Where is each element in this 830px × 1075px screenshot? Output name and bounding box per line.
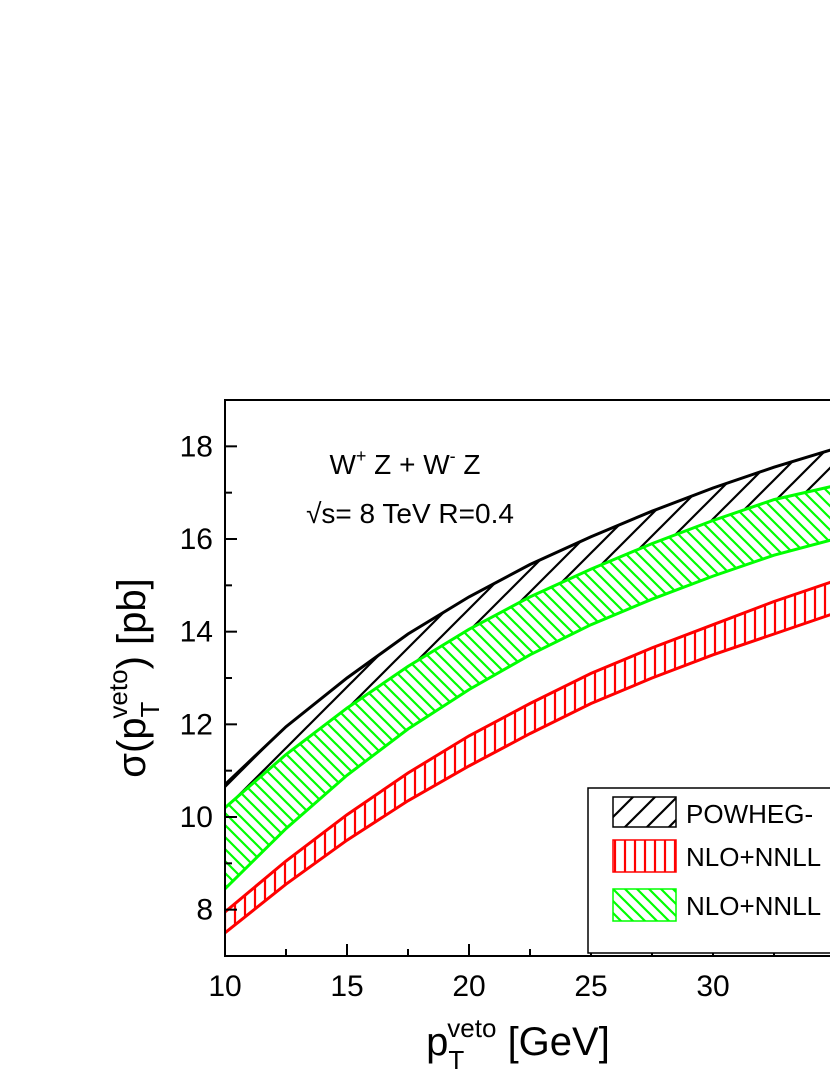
x-tick-label: 15 <box>330 970 363 1003</box>
legend-swatch-powheg <box>612 796 677 828</box>
x-tick-label: 25 <box>574 970 607 1003</box>
legend: POWHEG- NLO+NNLL NLO+NNLL <box>587 787 830 954</box>
band-nlo-nnll-red-lower-line <box>225 613 830 934</box>
y-tick-label: 14 <box>180 616 213 649</box>
x-tick-label: 10 <box>208 970 241 1003</box>
axis-tick-labels: 10 15 20 25 30 8 10 12 14 16 18 <box>180 430 730 1003</box>
legend-swatch-nlo-nnll-green <box>612 888 677 922</box>
legend-swatch-nlo-nnll-red <box>612 839 677 873</box>
annotation-energy: √s= 8 TeV R=0.4 <box>306 498 514 529</box>
y-tick-label: 8 <box>196 894 213 927</box>
legend-label-powheg: POWHEG- <box>686 799 813 829</box>
band-nlo-nnll-green-fill <box>225 486 830 889</box>
legend-label-nlo-nnll-green: NLO+NNLL <box>686 891 821 921</box>
x-tick-label: 30 <box>696 970 729 1003</box>
x-axis-label: pTveto [GeV] <box>426 1013 610 1075</box>
band-powheg-upper-line <box>225 448 830 786</box>
band-nlo-nnll-red-fill <box>225 582 830 933</box>
plot-area <box>225 448 830 934</box>
y-tick-label: 12 <box>180 708 213 741</box>
x-tick-label: 20 <box>452 970 485 1003</box>
band-nlo-nnll-red-upper-line <box>225 580 830 914</box>
legend-label-nlo-nnll-red: NLO+NNLL <box>686 842 821 872</box>
band-nlo-nnll-green-lower-line <box>225 538 830 890</box>
y-tick-label: 16 <box>180 523 213 556</box>
y-tick-label: 10 <box>180 801 213 834</box>
y-axis-label: σ(pTveto) [pb] <box>103 578 165 777</box>
annotation-process: W+ Z + W- Z <box>329 446 480 480</box>
band-nlo-nnll-green-upper-line <box>225 485 830 809</box>
y-tick-label: 18 <box>180 430 213 463</box>
